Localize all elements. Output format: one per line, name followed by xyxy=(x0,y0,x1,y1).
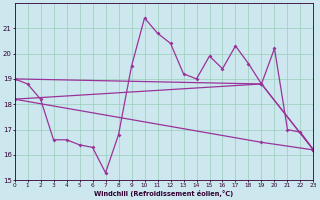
X-axis label: Windchill (Refroidissement éolien,°C): Windchill (Refroidissement éolien,°C) xyxy=(94,190,234,197)
